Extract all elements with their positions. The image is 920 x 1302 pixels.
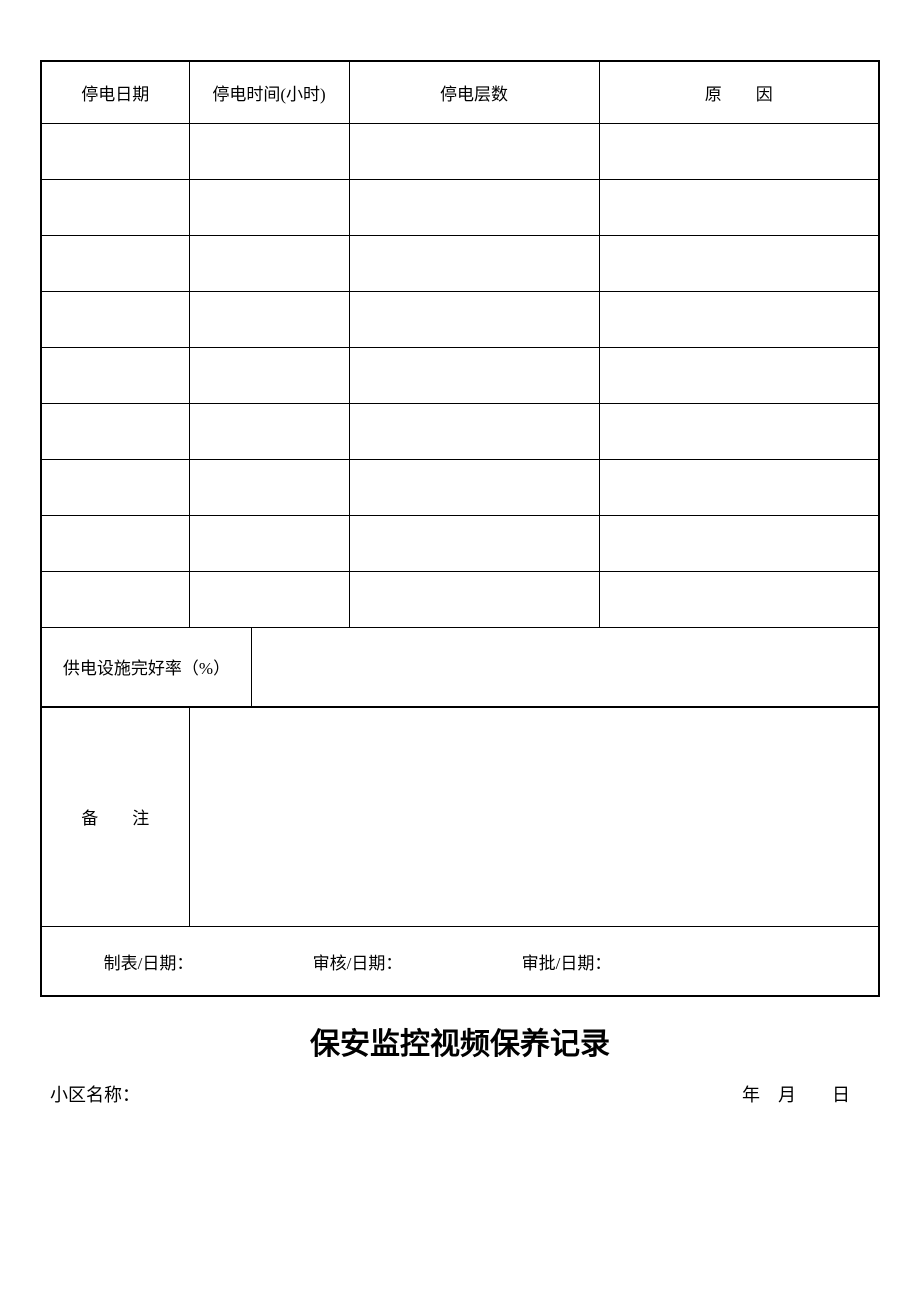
table-row — [41, 403, 879, 459]
note-row: 备 注 — [41, 707, 879, 927]
rate-label: 供电设施完好率（%） — [42, 628, 252, 707]
note-footer-table: 备 注 制表/日期： 审核/日期： 审批/日期： — [40, 706, 880, 997]
footer-approved: 审批/日期： — [460, 949, 669, 974]
note-label-cell: 备 注 — [41, 707, 189, 927]
col-header-reason: 原 因 — [599, 61, 879, 123]
note-value-cell — [189, 707, 879, 927]
page-title: 保安监控视频保养记录 — [40, 1019, 880, 1063]
table-row — [41, 179, 879, 235]
power-outage-table: 停电日期 停电时间(小时) 停电层数 原 因 供电设施完好率（%） — [40, 60, 880, 708]
table-row — [41, 235, 879, 291]
table-row — [41, 515, 879, 571]
footer-reviewed: 审核/日期： — [251, 949, 460, 974]
table-row — [41, 123, 879, 179]
subline: 小区名称： 年 月 日 — [40, 1081, 880, 1107]
col-header-hours: 停电时间(小时) — [189, 61, 349, 123]
community-name-label: 小区名称： — [50, 1081, 140, 1107]
date-label: 年 月 日 — [742, 1081, 850, 1107]
col-header-date: 停电日期 — [41, 61, 189, 123]
rate-row: 供电设施完好率（%） — [41, 627, 879, 707]
table-row — [41, 571, 879, 627]
table-row — [41, 459, 879, 515]
table-row — [41, 347, 879, 403]
table-header-row: 停电日期 停电时间(小时) 停电层数 原 因 — [41, 61, 879, 123]
table-row — [41, 291, 879, 347]
footer-row: 制表/日期： 审核/日期： 审批/日期： — [41, 927, 879, 997]
footer-prepared: 制表/日期： — [42, 949, 251, 974]
col-header-floors: 停电层数 — [349, 61, 599, 123]
rate-value-cell — [252, 628, 878, 707]
note-label: 备 注 — [81, 809, 149, 828]
